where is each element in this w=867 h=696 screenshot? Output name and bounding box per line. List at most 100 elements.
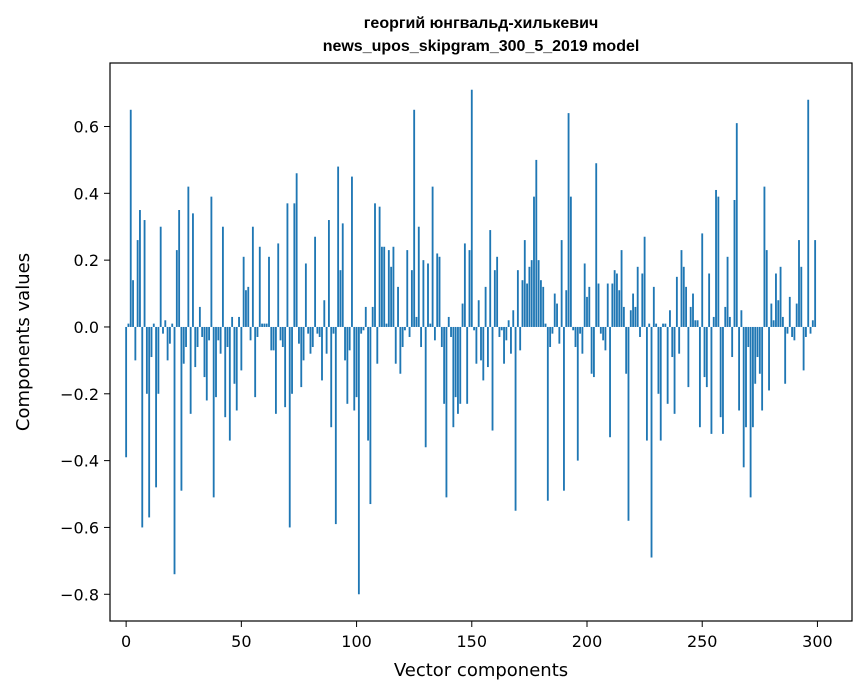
bar-40 [217, 326, 220, 341]
bar-26 [185, 326, 187, 348]
bar-276 [761, 326, 764, 411]
bar-289 [791, 326, 794, 337]
bar-14 [157, 326, 160, 394]
bar-12 [152, 323, 155, 327]
bar-138 [443, 326, 446, 404]
y-tick-label-4: 0.0 [74, 318, 99, 337]
bar-202 [590, 326, 593, 374]
bar-256 [715, 189, 717, 327]
bar-183 [546, 326, 549, 501]
bar-295 [804, 326, 807, 337]
bar-241 [680, 250, 683, 327]
bar-34 [203, 326, 206, 378]
bar-206 [599, 326, 602, 334]
bar-69 [284, 326, 287, 408]
bar-188 [558, 326, 561, 344]
bar-281 [772, 320, 775, 327]
bar-254 [710, 326, 713, 434]
plot-frame [109, 62, 853, 622]
bar-19 [168, 326, 171, 344]
bar-13 [155, 326, 158, 488]
bar-147 [463, 243, 466, 327]
bar-81 [311, 326, 314, 348]
bar-230 [655, 323, 658, 327]
bar-249 [698, 326, 701, 428]
bar-207 [602, 326, 605, 341]
y-tick-label-6: 0.4 [74, 184, 99, 203]
bar-150 [470, 89, 473, 327]
bar-47 [233, 326, 236, 384]
bar-39 [215, 326, 217, 398]
bar-273 [754, 326, 757, 384]
bar-146 [461, 303, 464, 327]
bar-59 [261, 323, 264, 327]
y-tick-label-3: −0.2 [60, 385, 99, 404]
bar-156 [484, 286, 487, 327]
bar-251 [703, 326, 706, 378]
bar-226 [645, 326, 648, 441]
bar-229 [652, 286, 655, 327]
x-tick-label-50: 50 [231, 632, 251, 651]
bar-219 [629, 310, 632, 327]
bar-96 [346, 326, 349, 404]
bar-60 [263, 323, 266, 327]
bar-134 [433, 326, 436, 341]
bar-1 [127, 323, 130, 327]
bar-204 [595, 163, 598, 327]
x-tick-label-100: 100 [341, 632, 372, 651]
bar-82 [314, 236, 317, 327]
bar-184 [549, 326, 552, 348]
bar-84 [318, 326, 321, 337]
bar-95 [344, 326, 346, 361]
bar-200 [586, 296, 588, 327]
bar-171 [519, 326, 522, 351]
bar-283 [777, 300, 780, 327]
bar-29 [192, 213, 194, 327]
bar-238 [673, 326, 676, 414]
bar-186 [553, 293, 556, 327]
bar-239 [675, 276, 678, 327]
bar-294 [802, 326, 805, 371]
x-tick-label-150: 150 [457, 632, 488, 651]
bar-199 [583, 263, 586, 327]
bar-25 [182, 326, 185, 364]
bar-93 [339, 270, 342, 327]
bar-217 [625, 326, 628, 374]
bar-177 [533, 196, 535, 327]
bar-257 [717, 196, 720, 327]
bar-35 [205, 326, 208, 401]
bar-68 [281, 326, 284, 348]
bar-9 [145, 326, 148, 394]
bar-56 [254, 326, 257, 398]
bar-194 [572, 326, 575, 331]
bar-50 [240, 326, 243, 371]
bar-210 [609, 326, 611, 438]
bar-58 [258, 246, 261, 327]
bar-64 [272, 326, 275, 351]
bar-85 [321, 326, 323, 381]
bar-121 [404, 326, 406, 331]
bar-262 [728, 316, 731, 327]
bar-105 [367, 326, 370, 441]
bar-275 [758, 326, 761, 374]
bar-127 [417, 226, 420, 327]
bar-98 [351, 176, 353, 327]
bar-63 [270, 326, 273, 351]
bar-74 [295, 173, 298, 327]
bar-92 [337, 166, 340, 327]
bar-261 [726, 256, 729, 327]
bar-57 [256, 326, 259, 337]
bar-104 [364, 306, 367, 327]
bar-37 [210, 196, 213, 327]
bar-42 [221, 226, 224, 327]
bar-288 [788, 296, 791, 327]
x-ticks-group: 0 50 100 150 200 250 300 [121, 621, 833, 651]
bar-80 [309, 326, 312, 354]
bar-2 [129, 109, 132, 327]
bars-group [125, 89, 817, 595]
bar-228 [650, 326, 653, 558]
bar-119 [399, 326, 402, 374]
bar-87 [325, 326, 328, 354]
bar-270 [747, 326, 750, 348]
bar-123 [408, 326, 411, 337]
